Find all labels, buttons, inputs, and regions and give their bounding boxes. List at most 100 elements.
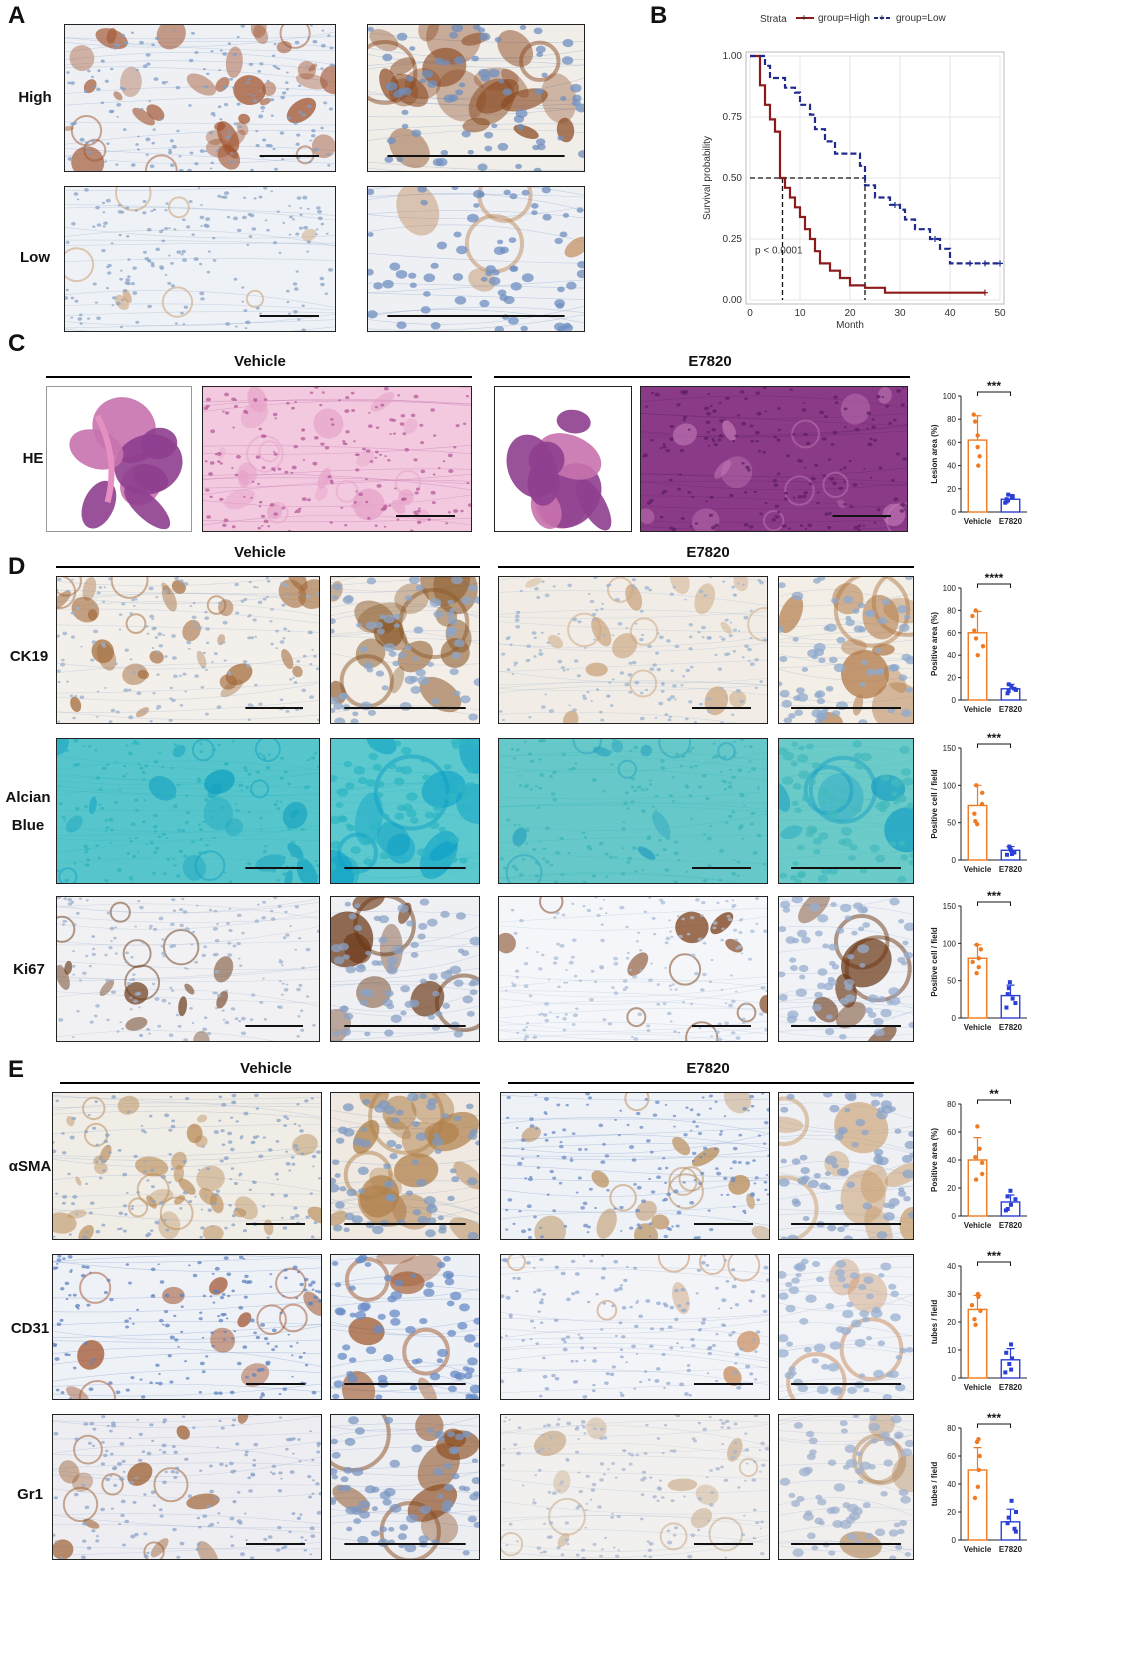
point-0-3 bbox=[978, 1308, 983, 1313]
micrograph-d-alcian-vehicle-zoom bbox=[330, 738, 480, 884]
km-censor-1-1 bbox=[932, 236, 938, 242]
km-plot-border bbox=[745, 51, 1005, 305]
category-label-1: E7820 bbox=[999, 1383, 1023, 1392]
point-0-3 bbox=[972, 811, 977, 816]
category-label-0: Vehicle bbox=[964, 1545, 992, 1554]
micrograph-texture bbox=[368, 25, 584, 171]
micrograph-d-ck19-vehicle-zoom bbox=[330, 576, 480, 724]
e-gr1-chart: 0 20 40 60 80 tubes / field Vehicle E7820 *** bbox=[925, 1410, 1035, 1566]
significance-label: ** bbox=[989, 1087, 999, 1101]
point-0-1 bbox=[971, 412, 976, 417]
y-tick-label-0: 0 bbox=[952, 1536, 957, 1545]
y-tick-label-4: 80 bbox=[947, 1424, 956, 1433]
y-tick-label-4: 80 bbox=[947, 606, 956, 615]
bar-1 bbox=[1000, 994, 1021, 1019]
y-tick-label-2: 100 bbox=[943, 939, 957, 948]
c-group-vehicle: Vehicle bbox=[234, 353, 286, 370]
point-0-0 bbox=[972, 419, 978, 424]
micrograph-texture bbox=[368, 187, 584, 331]
point-0-1 bbox=[970, 613, 975, 619]
significance-label: *** bbox=[987, 889, 1001, 903]
point-0-4 bbox=[976, 965, 981, 970]
point-1-5 bbox=[1003, 1208, 1008, 1213]
micrograph-texture bbox=[331, 1415, 479, 1559]
panel-letter-b: B bbox=[650, 2, 668, 29]
km-censor-1-2 bbox=[967, 260, 973, 267]
y-tick-label-4: 40 bbox=[947, 1262, 956, 1271]
micrograph-e-cd31-e7820 bbox=[500, 1254, 770, 1400]
y-tick-label-4: 80 bbox=[947, 415, 956, 424]
e-group-vehicle: Vehicle bbox=[240, 1060, 292, 1077]
y-tick-label-0: 0 bbox=[952, 508, 957, 517]
point-1-3 bbox=[1010, 996, 1015, 1001]
y-tick-label-1: 20 bbox=[947, 1508, 956, 1517]
micrograph-texture bbox=[331, 739, 479, 883]
category-label-0: Vehicle bbox=[964, 865, 992, 874]
category-label-1: E7820 bbox=[999, 865, 1023, 874]
point-1-5 bbox=[1013, 1529, 1018, 1534]
panel-letter-d: D bbox=[8, 553, 26, 580]
point-1-4 bbox=[1009, 852, 1014, 857]
km-xtick-5: 50 bbox=[994, 308, 1006, 319]
micrograph-d-alcian-e7820-zoom bbox=[778, 738, 914, 884]
micrograph-texture bbox=[47, 387, 191, 531]
point-0-5 bbox=[972, 1495, 978, 1501]
significance-label: **** bbox=[985, 571, 1004, 585]
y-tick-label-3: 30 bbox=[947, 1290, 956, 1299]
point-1-4 bbox=[1009, 1367, 1014, 1372]
micrograph-texture bbox=[501, 1255, 769, 1399]
micrograph-texture bbox=[57, 577, 319, 723]
row-label-alcian: Alcian bbox=[5, 789, 51, 806]
row-label-gr1: Gr1 bbox=[17, 1486, 43, 1503]
micrograph-texture bbox=[499, 897, 767, 1041]
micrograph-low-zoom bbox=[367, 186, 585, 332]
point-1-0 bbox=[1007, 844, 1012, 849]
km-xtick-1: 10 bbox=[794, 308, 806, 319]
y-tick-label-0: 0 bbox=[952, 1014, 957, 1023]
micrograph-texture bbox=[331, 577, 479, 723]
e-cd31-chart: 0 10 20 30 40 tubes / field Vehicle E7820 *** bbox=[925, 1248, 1035, 1404]
significance-bracket bbox=[977, 391, 1011, 396]
point-0-3 bbox=[975, 444, 980, 450]
micrograph-e-asma-e7820-zoom bbox=[778, 1092, 914, 1240]
micrograph-texture bbox=[779, 577, 913, 723]
point-0-5 bbox=[974, 971, 979, 976]
y-axis-label: Positive cell / field bbox=[930, 927, 939, 996]
point-0-0 bbox=[974, 783, 979, 788]
bar-1 bbox=[1000, 1521, 1021, 1541]
micrograph-high-overview bbox=[64, 24, 336, 172]
error-bar-0 bbox=[973, 1447, 982, 1470]
km-legend-title: Strata bbox=[760, 14, 787, 25]
point-0-4 bbox=[975, 1484, 981, 1489]
bar-0 bbox=[967, 1159, 988, 1217]
km-ytick-2: 0.50 bbox=[723, 173, 743, 184]
km-pvalue: p < 0.0001 bbox=[755, 246, 803, 257]
category-label-0: Vehicle bbox=[964, 705, 992, 714]
row-label-ck19: CK19 bbox=[9, 648, 49, 665]
point-0-3 bbox=[976, 1467, 981, 1473]
row-label-cd31: CD31 bbox=[10, 1320, 50, 1337]
micrograph-texture bbox=[779, 739, 913, 883]
micrograph-texture bbox=[331, 1093, 479, 1239]
micrograph-e-asma-vehicle-zoom bbox=[330, 1092, 480, 1240]
e-vehicle-line bbox=[60, 1082, 480, 1084]
point-1-1 bbox=[1005, 1194, 1010, 1199]
point-0-5 bbox=[975, 653, 980, 658]
significance-label: *** bbox=[987, 379, 1001, 393]
y-tick-label-0: 0 bbox=[952, 696, 957, 705]
significance-bracket bbox=[977, 1261, 1011, 1266]
point-1-3 bbox=[1007, 1362, 1012, 1366]
micrograph-c-e7820-whole bbox=[494, 386, 632, 532]
y-tick-label-0: 0 bbox=[952, 1374, 957, 1383]
significance-label: *** bbox=[987, 1411, 1001, 1425]
micrograph-e-cd31-vehicle bbox=[52, 1254, 322, 1400]
micrograph-texture bbox=[331, 897, 479, 1041]
km-legend-plus-0: + bbox=[801, 13, 807, 24]
c-vehicle-line bbox=[46, 376, 472, 378]
micrograph-d-ck19-e7820 bbox=[498, 576, 768, 724]
c-lesion-chart: 0 20 40 60 80 100 Lesion area (%) Vehicle E7820 *… bbox=[925, 378, 1035, 538]
micrograph-d-ki67-vehicle bbox=[56, 896, 320, 1042]
micrograph-texture bbox=[501, 1415, 769, 1559]
point-1-2 bbox=[1009, 848, 1014, 853]
y-axis-label: tubes / field bbox=[930, 1300, 939, 1345]
